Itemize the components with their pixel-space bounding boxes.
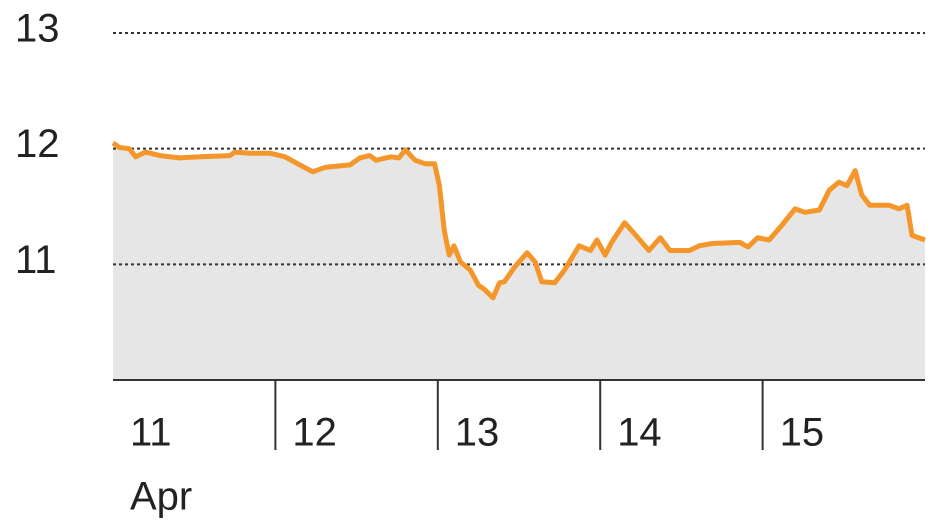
y-tick-label: 11 <box>15 238 57 282</box>
x-sublabel: Apr <box>130 475 192 519</box>
line <box>111 140 926 301</box>
y-tick-label: 12 <box>15 122 60 166</box>
x-tick-label: 12 <box>292 411 337 455</box>
y-tick-label: 13 <box>15 7 60 51</box>
x-tick-label: 13 <box>455 411 500 455</box>
x-tick-label: 11 <box>130 411 172 455</box>
area-fill <box>113 142 925 380</box>
x-tick-label: 14 <box>617 411 662 455</box>
x-tick-label: 15 <box>780 411 825 455</box>
